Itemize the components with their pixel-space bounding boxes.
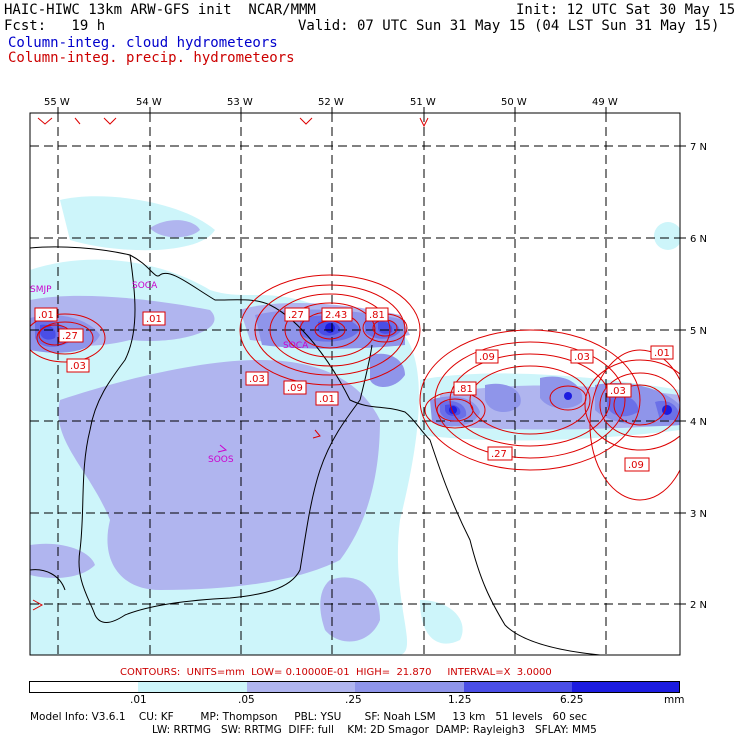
- lon-label: 53 W: [227, 97, 253, 108]
- svg-text:2.43: 2.43: [325, 310, 347, 321]
- lon-label: 49 W: [592, 97, 618, 108]
- shaded-fields: [30, 113, 680, 655]
- lat-label: 5 N: [690, 326, 707, 337]
- contours-info: CONTOURS: UNITS=mm LOW= 0.10000E-01 HIGH…: [120, 667, 552, 678]
- station-label: SOCA: [283, 341, 309, 351]
- svg-text:.01: .01: [146, 314, 162, 325]
- contour-label: 2.43: [321, 307, 353, 322]
- contour-label: .01: [315, 391, 339, 406]
- forecast-hour: Fcst: 19 h: [4, 18, 106, 34]
- model-info-line1: Model Info: V3.6.1 CU: KF MP: Thompson P…: [30, 711, 587, 723]
- colorbar-tick: 1.25: [448, 694, 472, 706]
- svg-text:.81: .81: [457, 384, 473, 395]
- lat-label: 6 N: [690, 234, 707, 245]
- svg-text:.27: .27: [288, 310, 304, 321]
- svg-text:.01: .01: [38, 310, 54, 321]
- station-label: SOOS: [208, 455, 234, 465]
- colorbar-swatch: [572, 682, 679, 692]
- svg-text:.27: .27: [62, 331, 78, 342]
- lon-label: 54 W: [136, 97, 162, 108]
- colorbar-tick: .05: [238, 694, 255, 706]
- contour-label: .27: [284, 307, 310, 322]
- svg-text:.09: .09: [479, 352, 495, 363]
- contour-label: .09: [475, 349, 499, 364]
- contour-label: .81: [365, 307, 389, 322]
- svg-text:.27: .27: [491, 449, 507, 460]
- colorbar-swatch: [464, 682, 572, 692]
- map-frame: [29, 112, 681, 656]
- contour-label: .09: [624, 457, 650, 472]
- colorbar: [29, 681, 680, 693]
- colorbar-tick: 6.25: [560, 694, 584, 706]
- contour-label: .09: [283, 380, 307, 395]
- field-cloud-label: Column-integ. cloud hydrometeors: [8, 35, 278, 51]
- contour-label: .03: [570, 349, 594, 364]
- lat-label: 4 N: [690, 417, 707, 428]
- svg-text:.03: .03: [574, 352, 590, 363]
- contour-label: .01: [142, 311, 166, 326]
- colorbar-swatch: [138, 682, 247, 692]
- contour-label: .03: [66, 358, 90, 373]
- contour-label: .01: [650, 345, 674, 360]
- colorbar-swatch: [30, 682, 138, 692]
- station-label: SOCA: [132, 281, 158, 291]
- field-precip-label: Column-integ. precip. hydrometeors: [8, 50, 295, 66]
- station-label: SMJP: [30, 285, 52, 295]
- colorbar-swatch: [355, 682, 464, 692]
- lon-label: 51 W: [410, 97, 436, 108]
- lat-label: 3 N: [690, 509, 707, 520]
- colorbar-unit: mm: [664, 694, 685, 706]
- svg-text:.09: .09: [287, 383, 303, 394]
- svg-text:.01: .01: [319, 394, 335, 405]
- contour-label: .27: [487, 446, 513, 461]
- colorbar-tick: .01: [130, 694, 147, 706]
- contour-label: .03: [606, 383, 632, 398]
- lat-label: 7 N: [690, 142, 707, 153]
- init-time: Init: 12 UTC Sat 30 May 15: [516, 2, 736, 18]
- colorbar-swatch: [247, 682, 355, 692]
- contour-label: .01: [34, 307, 58, 322]
- valid-time: Valid: 07 UTC Sun 31 May 15 (04 LST Sun …: [298, 18, 720, 34]
- svg-text:.81: .81: [369, 310, 385, 321]
- contour-label: .27: [58, 328, 84, 343]
- svg-text:.03: .03: [70, 361, 86, 372]
- svg-text:.03: .03: [610, 386, 626, 397]
- lon-label: 50 W: [501, 97, 527, 108]
- svg-text:.03: .03: [249, 374, 265, 385]
- svg-text:.09: .09: [628, 460, 644, 471]
- model-info-line2: LW: RRTMG SW: RRTMG DIFF: full KM: 2D Sm…: [152, 724, 597, 736]
- lon-label: 52 W: [318, 97, 344, 108]
- model-title: HAIC-HIWC 13km ARW-GFS init NCAR/MMM: [4, 2, 316, 18]
- svg-text:.01: .01: [654, 348, 670, 359]
- contour-labels: .01 .27 .03 .01 .27 2.43 .81 .03 .09 .01…: [34, 307, 674, 472]
- colorbar-tick: .25: [345, 694, 362, 706]
- contour-label: .81: [453, 381, 477, 396]
- lon-label: 55 W: [44, 97, 70, 108]
- lat-label: 2 N: [690, 600, 707, 611]
- contour-label: .03: [245, 371, 269, 386]
